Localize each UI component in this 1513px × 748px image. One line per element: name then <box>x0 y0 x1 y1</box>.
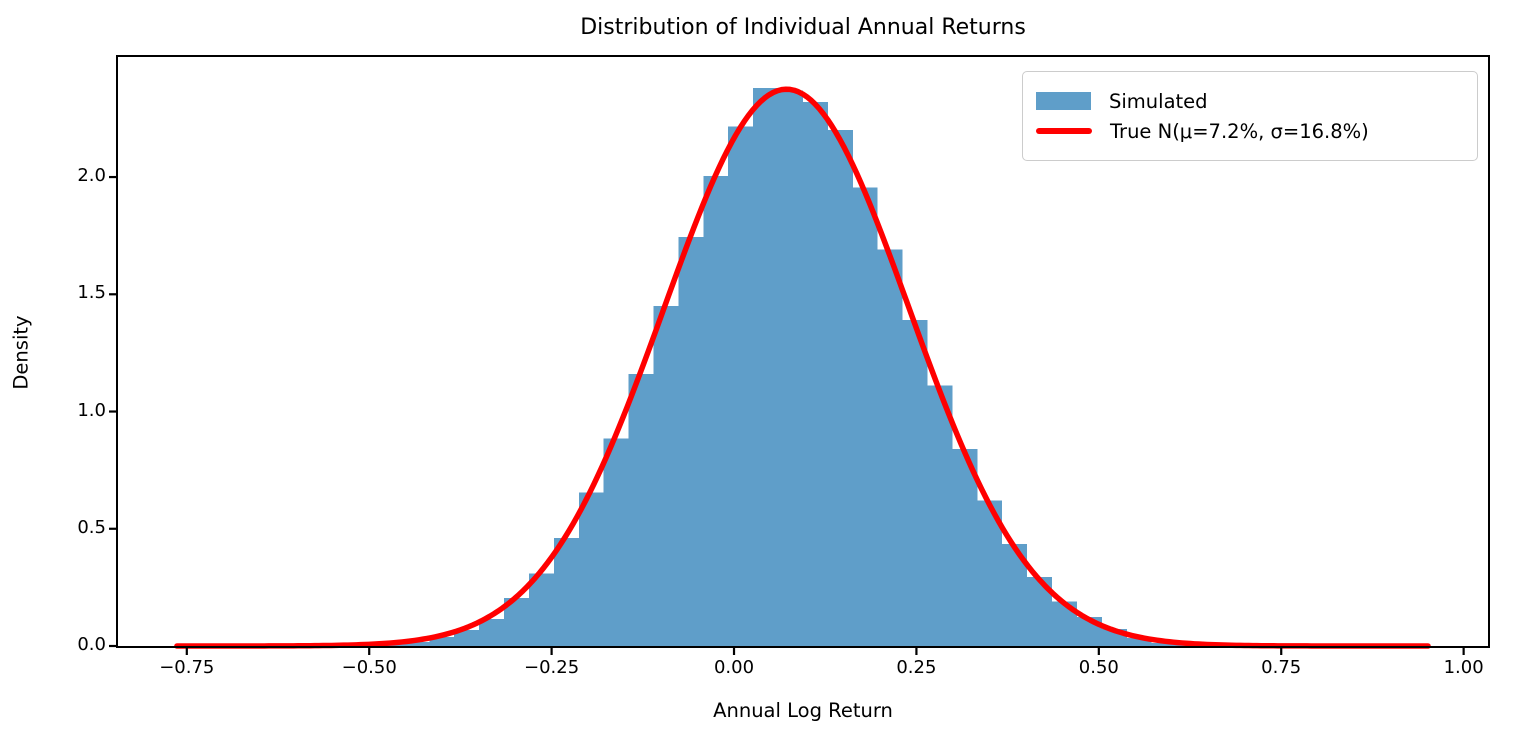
histogram-bar <box>952 449 978 646</box>
y-tick-label: 1.5 <box>77 282 106 304</box>
histogram-bar <box>802 102 828 646</box>
x-tick-label: −0.75 <box>159 657 215 678</box>
histogram-bar <box>852 187 878 646</box>
histogram-bar <box>728 126 754 646</box>
histogram-bar <box>1126 638 1152 646</box>
axes-frame <box>116 55 1490 648</box>
legend-label-true-normal: True N(μ=7.2%, σ=16.8%) <box>1110 119 1369 143</box>
histogram-bar <box>927 385 953 646</box>
legend: Simulated True N(μ=7.2%, σ=16.8%) <box>1022 71 1478 161</box>
x-axis-label: Annual Log Return <box>713 699 893 722</box>
x-tick-label: 0.50 <box>1078 657 1119 678</box>
legend-swatch-simulated-icon <box>1036 92 1091 110</box>
histogram-bar <box>479 619 505 646</box>
x-tick-label: 0.25 <box>896 657 937 678</box>
histogram-bar <box>703 175 729 646</box>
histogram-bar <box>753 87 779 646</box>
histogram-bar <box>429 637 455 646</box>
histogram-bar <box>877 249 903 647</box>
histogram-bar <box>678 236 704 646</box>
chart-title: Distribution of Individual Annual Return… <box>580 15 1026 40</box>
histogram-bar <box>553 538 579 646</box>
histogram-bar <box>827 130 853 646</box>
histogram-bar <box>528 573 554 646</box>
x-tick-label: 0.00 <box>713 657 755 678</box>
y-axis-label: Density <box>9 315 33 390</box>
histogram-bar <box>778 90 803 647</box>
y-tick-label: 1.0 <box>77 399 106 421</box>
histogram-bar <box>404 641 430 646</box>
x-tick-label: −0.25 <box>524 657 580 678</box>
legend-item-simulated: Simulated <box>1036 90 1477 113</box>
histogram-bar <box>628 374 654 646</box>
legend-line-true-normal-icon <box>1036 128 1092 134</box>
legend-item-true-normal: True N(μ=7.2%, σ=16.8%) <box>1036 120 1477 143</box>
legend-label-simulated: Simulated <box>1109 89 1208 113</box>
histogram-bar <box>578 492 604 646</box>
normal-curve <box>174 86 1431 649</box>
histogram-bar <box>1151 643 1177 646</box>
y-tick-label: 0.5 <box>77 516 106 538</box>
histogram-bar <box>902 320 928 646</box>
histogram-bar <box>603 438 629 646</box>
x-tick-label: 1.00 <box>1443 657 1484 678</box>
histogram-bar <box>653 306 679 646</box>
y-tick-label: 2.0 <box>77 165 106 187</box>
y-tick-label: 0.0 <box>77 634 106 655</box>
x-tick-label: −0.50 <box>341 657 397 678</box>
x-tick-label: 0.75 <box>1261 657 1302 678</box>
histogram-bars <box>180 87 1426 647</box>
histogram-bar <box>454 630 480 646</box>
